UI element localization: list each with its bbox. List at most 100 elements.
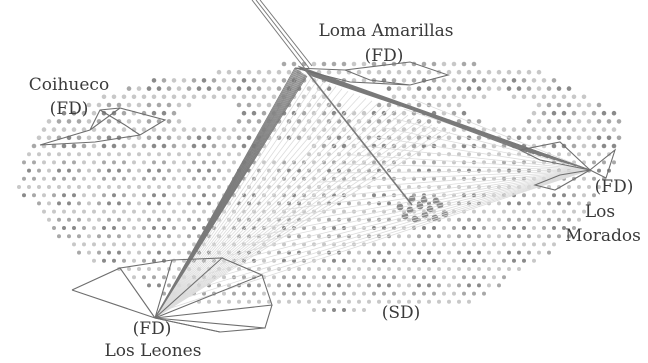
surface-station <box>111 127 117 132</box>
surface-station <box>97 152 101 157</box>
surface-station <box>287 299 291 304</box>
surface-station <box>67 201 71 206</box>
surface-station <box>357 267 361 271</box>
surface-station <box>532 193 536 198</box>
surface-station <box>347 217 351 222</box>
surface-station <box>82 176 86 181</box>
surface-station <box>366 135 372 141</box>
surface-station <box>32 193 36 198</box>
surface-station <box>137 267 141 271</box>
surface-station <box>417 267 421 271</box>
surface-station <box>246 69 252 75</box>
surface-station <box>162 193 166 198</box>
surface-station <box>111 94 117 100</box>
track-line <box>393 117 591 171</box>
surface-station <box>177 152 181 157</box>
surface-station <box>516 86 522 91</box>
surface-station <box>611 143 617 149</box>
surface-station <box>112 176 116 181</box>
surface-station <box>137 217 141 222</box>
surface-station <box>437 267 441 271</box>
surface-station <box>297 267 301 271</box>
surface-station <box>76 135 82 141</box>
surface-station <box>516 135 522 141</box>
surface-station <box>416 102 422 108</box>
surface-station <box>111 143 117 149</box>
surface-station <box>496 86 502 91</box>
track-line <box>371 136 591 171</box>
surface-station <box>102 160 106 165</box>
surface-station <box>526 119 532 124</box>
surface-station <box>441 94 447 100</box>
label-los-leones-type: (FD) <box>133 319 172 339</box>
surface-station <box>442 258 446 263</box>
surface-station <box>306 86 312 91</box>
surface-station <box>67 185 71 189</box>
surface-station <box>222 176 226 181</box>
surface-station <box>37 201 41 206</box>
surface-station <box>77 152 81 157</box>
surface-station <box>132 160 136 165</box>
surface-station <box>102 209 106 214</box>
surface-station <box>462 176 466 181</box>
surface-station <box>417 152 421 157</box>
surface-station <box>187 168 191 173</box>
surface-station <box>596 102 602 108</box>
surface-station <box>562 226 566 230</box>
surface-station <box>582 209 586 214</box>
label-loma-amarillas-name: Loma Amarillas <box>318 21 453 41</box>
surface-station <box>416 119 422 124</box>
surface-station <box>457 250 461 255</box>
track-line <box>154 114 409 319</box>
surface-station <box>261 78 267 83</box>
surface-station <box>482 291 486 296</box>
surface-station <box>486 86 492 91</box>
surface-station <box>57 168 61 173</box>
surface-station <box>467 250 471 255</box>
surface-station <box>226 69 232 75</box>
surface-station <box>347 201 351 206</box>
surface-station <box>137 152 141 157</box>
surface-station <box>171 110 177 116</box>
surface-station <box>412 258 416 263</box>
surface-station <box>322 193 326 198</box>
surface-station <box>247 299 251 304</box>
surface-station <box>202 160 206 165</box>
surface-station <box>566 102 572 108</box>
surface-station <box>456 102 462 108</box>
surface-station <box>611 110 617 116</box>
fd-field-of-view-outlines <box>39 61 617 333</box>
surface-station <box>427 283 431 288</box>
surface-station <box>496 69 502 75</box>
surface-station <box>402 242 406 247</box>
surface-station <box>471 94 477 100</box>
surface-station <box>456 86 462 91</box>
surface-station <box>142 258 146 263</box>
surface-station <box>352 226 356 230</box>
surface-station <box>261 94 267 100</box>
surface-station <box>481 78 487 83</box>
surface-station <box>92 242 96 247</box>
surface-station <box>136 102 142 108</box>
surface-station <box>57 185 61 189</box>
surface-station <box>157 234 161 239</box>
surface-station <box>97 234 101 239</box>
track-line <box>306 169 591 192</box>
surface-station <box>172 242 176 247</box>
surface-station <box>467 283 471 288</box>
surface-station <box>186 86 192 91</box>
surface-station <box>342 308 346 312</box>
surface-station <box>557 217 561 222</box>
surface-station <box>87 250 91 255</box>
surface-station <box>522 242 526 247</box>
surface-station <box>581 94 587 100</box>
surface-station <box>551 94 557 100</box>
surface-station <box>552 242 556 247</box>
surface-station <box>557 234 561 239</box>
surface-station <box>52 226 56 230</box>
surface-station <box>151 94 157 100</box>
surface-station <box>341 143 347 149</box>
surface-station <box>357 201 361 206</box>
surface-station <box>87 217 91 222</box>
surface-station <box>227 168 231 173</box>
